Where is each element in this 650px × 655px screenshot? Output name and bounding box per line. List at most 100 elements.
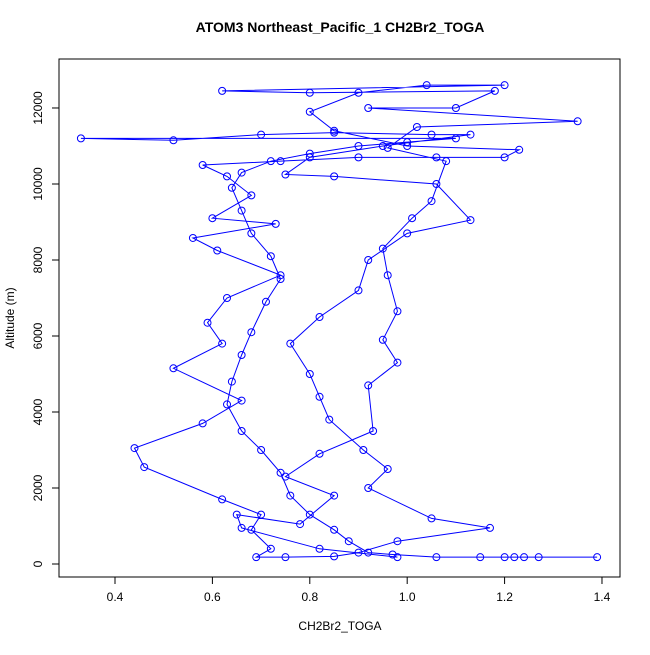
x-tick-label: 0.6 — [204, 590, 221, 604]
data-point — [330, 552, 339, 561]
data-point — [344, 537, 353, 546]
data-point — [266, 544, 275, 553]
data-point — [315, 544, 324, 553]
data-point — [330, 491, 339, 500]
data-point — [188, 233, 197, 242]
data-point — [330, 525, 339, 534]
data-point — [237, 523, 246, 532]
data-point — [237, 206, 246, 215]
x-tick-label: 1.0 — [399, 590, 416, 604]
data-point — [325, 415, 334, 424]
plot-frame — [58, 58, 621, 578]
data-point — [432, 153, 441, 162]
data-point — [261, 297, 270, 306]
data-point — [271, 219, 280, 228]
data-point — [76, 134, 85, 143]
data-point — [247, 525, 256, 534]
data-point — [198, 419, 207, 428]
data-point — [510, 553, 519, 562]
data-point — [520, 553, 529, 562]
y-axis-title: Altitude (m) — [3, 287, 17, 348]
data-point — [315, 449, 324, 458]
data-point — [476, 553, 485, 562]
x-axis-title: CH2Br2_TOGA — [298, 619, 381, 633]
data-point — [442, 157, 451, 166]
data-point — [305, 153, 314, 162]
data-line — [80, 84, 598, 558]
data-point — [232, 510, 241, 519]
data-point — [364, 548, 373, 557]
data-point — [257, 510, 266, 519]
data-point — [281, 472, 290, 481]
data-point — [247, 229, 256, 238]
data-point — [208, 214, 217, 223]
data-point — [305, 149, 314, 158]
data-point — [315, 312, 324, 321]
data-point — [237, 426, 246, 435]
data-point — [218, 495, 227, 504]
data-point — [451, 103, 460, 112]
data-point — [354, 141, 363, 150]
chart-title: ATOM3 Northeast_Pacific_1 CH2Br2_TOGA — [196, 19, 485, 35]
data-point — [315, 392, 324, 401]
data-point — [383, 464, 392, 473]
data-point — [378, 335, 387, 344]
data-point — [237, 396, 246, 405]
y-tick-label: 12000 — [31, 91, 45, 125]
data-point — [296, 520, 305, 529]
data-point — [227, 377, 236, 386]
data-point — [354, 88, 363, 97]
data-point — [490, 86, 499, 95]
data-point — [408, 214, 417, 223]
data-point — [466, 130, 475, 139]
x-tick-label: 1.4 — [594, 590, 611, 604]
data-point — [237, 350, 246, 359]
data-point — [427, 197, 436, 206]
data-point — [276, 271, 285, 280]
data-point — [286, 339, 295, 348]
data-point — [227, 183, 236, 192]
data-point — [276, 157, 285, 166]
data-point — [305, 369, 314, 378]
data-point — [403, 229, 412, 238]
data-point — [305, 107, 314, 116]
data-point — [354, 153, 363, 162]
data-point — [364, 484, 373, 493]
data-point — [427, 514, 436, 523]
data-point — [427, 130, 436, 139]
data-point — [500, 153, 509, 162]
data-point — [422, 81, 431, 90]
data-point — [364, 103, 373, 112]
data-point — [388, 550, 397, 559]
data-point — [593, 553, 602, 562]
data-point — [266, 252, 275, 261]
data-point — [223, 293, 232, 302]
data-point — [203, 318, 212, 327]
data-point — [276, 468, 285, 477]
y-tick-label: 6000 — [31, 322, 45, 349]
data-point — [393, 537, 402, 546]
data-point — [378, 244, 387, 253]
data-point — [403, 141, 412, 150]
data-point — [286, 491, 295, 500]
data-point — [223, 400, 232, 409]
data-point — [305, 88, 314, 97]
data-point — [466, 216, 475, 225]
data-point — [383, 271, 392, 280]
data-point — [218, 339, 227, 348]
data-point — [140, 463, 149, 472]
data-point — [213, 246, 222, 255]
data-point — [378, 141, 387, 150]
data-point — [432, 179, 441, 188]
x-tick-label: 0.8 — [301, 590, 318, 604]
data-point — [281, 170, 290, 179]
y-tick-label: 10000 — [31, 167, 45, 201]
data-point — [393, 553, 402, 562]
data-point — [412, 122, 421, 131]
data-point — [252, 553, 261, 562]
data-point — [573, 117, 582, 126]
data-point — [432, 553, 441, 562]
data-point — [403, 138, 412, 147]
